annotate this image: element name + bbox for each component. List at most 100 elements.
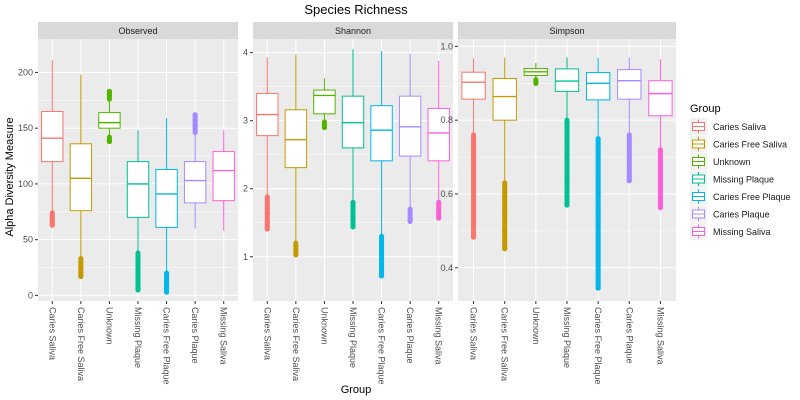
box-simpson-missing-saliva: [648, 59, 673, 211]
y-tick-label: 4: [243, 48, 248, 58]
x-tick-label: Missing Plaque: [562, 307, 572, 368]
outlier-point: [192, 112, 198, 118]
y-tick-label: 3: [243, 116, 248, 126]
strip-simpson: [458, 22, 676, 39]
legend: Group Caries Saliva Caries Free Saliva Unk…: [690, 103, 791, 240]
box-iqr: [98, 112, 121, 129]
legend-title: Group: [690, 103, 721, 115]
outlier-point: [350, 224, 356, 230]
outlier-point: [78, 270, 84, 276]
legend-item-missing-saliva: Missing Saliva: [690, 223, 771, 240]
box-shannon-missing-saliva: [427, 60, 450, 221]
outlier-point: [657, 161, 664, 168]
outlier-point: [595, 191, 601, 197]
outlier-point: [502, 246, 508, 252]
legend-item-caries-free-saliva: Caries Free Saliva: [690, 135, 787, 153]
x-tick-label: Caries Free Plaque: [377, 307, 387, 385]
box-iqr: [313, 89, 336, 115]
outlier-point: [502, 239, 508, 245]
outlier-point: [626, 178, 632, 184]
box-iqr: [284, 109, 308, 169]
x-tick-label: Caries Free Saliva: [76, 307, 86, 381]
box-iqr: [41, 110, 64, 163]
legend-key-caries-plaque: [690, 205, 707, 223]
outlier-point: [378, 273, 385, 279]
outlier-point: [564, 154, 570, 160]
x-tick-label: Caries Free Plaque: [593, 307, 603, 385]
y-tick-label: 1.0: [440, 41, 453, 51]
legend-key-caries-saliva: [690, 118, 707, 135]
box-simpson-caries-free-plaque: [585, 58, 611, 291]
box-iqr: [461, 71, 486, 100]
legend-label-caries-free-plaque: Caries Free Plaque: [713, 192, 791, 202]
box-simpson-caries-plaque: [617, 57, 642, 184]
y-tick-label: 100: [18, 179, 33, 189]
x-tick-label: Caries Free Saliva: [291, 307, 301, 381]
box-iqr: [492, 77, 517, 121]
box-shannon-caries-plaque: [398, 53, 422, 224]
chart-title: Species Richness: [304, 2, 408, 17]
legend-key-missing-saliva: [690, 223, 707, 240]
box-shannon-caries-free-plaque: [370, 51, 393, 279]
x-tick-label: Missing Saliva: [434, 307, 444, 365]
legend-label-caries-plaque: Caries Plaque: [713, 210, 770, 220]
box-observed-missing-saliva: [212, 130, 235, 231]
outlier-point: [595, 285, 601, 291]
y-tick-label: 150: [18, 123, 33, 133]
outlier-point: [192, 117, 198, 123]
outlier-point: [436, 215, 442, 221]
strip-shannon: [253, 22, 453, 39]
x-tick-label: Caries Saliva: [469, 307, 479, 360]
x-tick-label: Caries Saliva: [47, 307, 57, 360]
outlier-point: [564, 136, 570, 142]
panel-simpson: Simpson 0.4 0.6 0.8 1.0 Caries Saliva Caries F…: [440, 22, 676, 385]
y-tick-label: 0.8: [440, 115, 453, 125]
box-simpson-missing-plaque: [554, 57, 580, 208]
x-tick-label: Missing Saliva: [655, 307, 665, 365]
x-tick-label: Caries Saliva: [262, 307, 272, 360]
box-observed-caries-saliva: [41, 60, 64, 228]
box-observed-caries-free-saliva: [69, 74, 93, 280]
legend-label-unknown: Unknown: [713, 157, 751, 167]
legend-key-caries-free-saliva: [690, 135, 707, 153]
outlier-point: [595, 209, 601, 216]
legend-key-caries-free-plaque: [690, 188, 707, 205]
outlier-point: [657, 195, 664, 201]
box-iqr: [617, 69, 642, 100]
outlier-point: [470, 231, 477, 238]
outlier-point: [163, 279, 170, 285]
outlier-point: [502, 228, 508, 234]
y-tick-label: 200: [18, 67, 33, 77]
outlier-point: [657, 205, 664, 211]
y-tick-label: 2: [243, 184, 248, 194]
outlier-point: [470, 172, 477, 179]
box-iqr: [554, 68, 580, 92]
panel-observed: Observed 0 50 100 150 200 Caries Saliva Caries …: [18, 22, 238, 385]
x-tick-label: Missing Plaque: [348, 307, 358, 368]
x-tick-label: Caries Plaque: [190, 307, 200, 364]
box-shannon-caries-saliva: [256, 57, 279, 232]
legend-label-caries-saliva: Caries Saliva: [713, 122, 766, 132]
x-tick-label: Caries Plaque: [405, 307, 415, 364]
x-tick-label: Caries Free Plaque: [162, 307, 172, 385]
legend-key-missing-plaque: [690, 170, 707, 188]
box-simpson-unknown: [523, 62, 549, 86]
outlier-point: [595, 279, 601, 286]
box-simpson-caries-saliva: [461, 58, 486, 240]
outlier-point: [626, 172, 632, 179]
y-tick-label: 0: [28, 290, 33, 300]
outlier-point: [564, 202, 570, 208]
facet-panels: Observed 0 50 100 150 200 Caries Saliva Caries …: [18, 22, 676, 385]
x-tick-label: Unknown: [319, 307, 329, 345]
outlier-point: [502, 209, 508, 216]
box-iqr: [69, 143, 93, 212]
legend-item-unknown: Unknown: [690, 153, 751, 170]
legend-label-missing-plaque: Missing Plaque: [713, 175, 774, 185]
panel-shannon: Shannon 1 2 3 4 Caries Saliva Caries Free Sali…: [243, 22, 453, 385]
box-iqr: [585, 72, 611, 101]
x-tick-label: Missing Plaque: [133, 307, 143, 368]
legend-label-caries-free-saliva: Caries Free Saliva: [713, 140, 787, 150]
box-iqr: [370, 105, 393, 162]
legend-label-missing-saliva: Missing Saliva: [713, 227, 771, 237]
